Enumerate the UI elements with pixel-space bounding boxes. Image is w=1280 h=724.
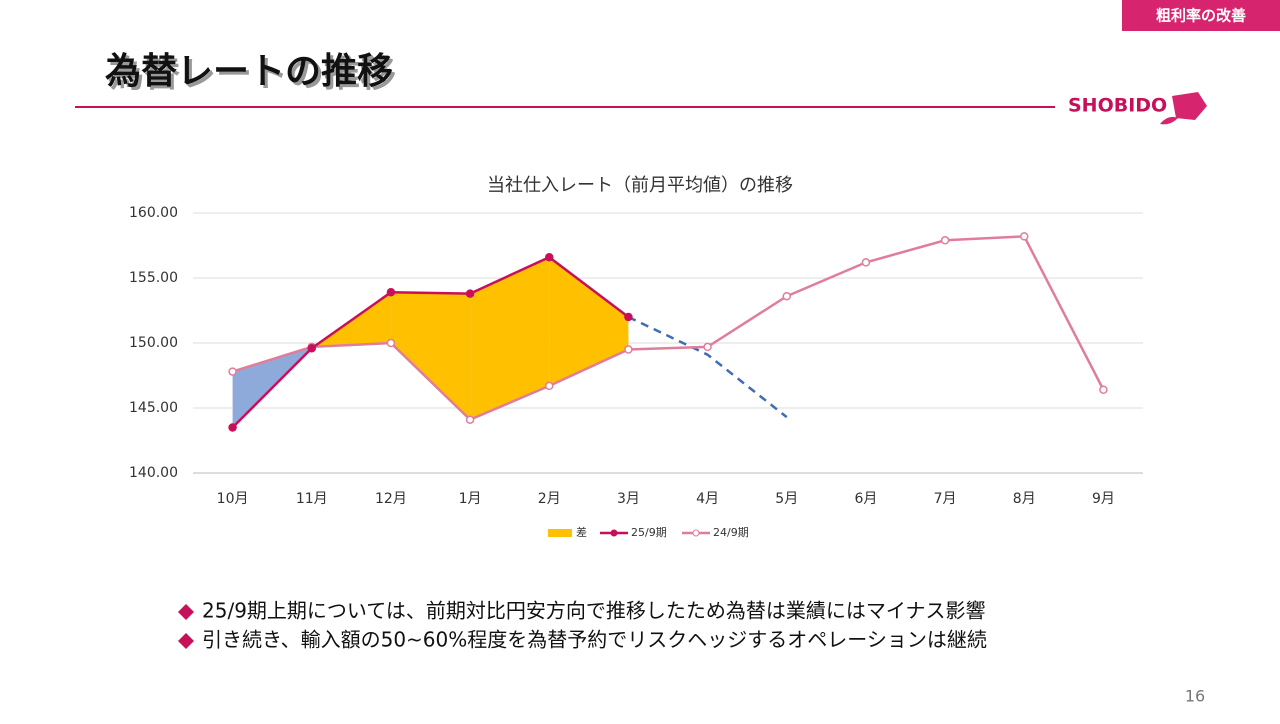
- point: [782, 291, 791, 301]
- point: [545, 252, 554, 262]
- logo-mark: [1172, 92, 1207, 120]
- y-tick-label: 155.00: [129, 270, 178, 286]
- x-tick-label: 2月: [538, 491, 561, 507]
- x-tick-label: 10月: [217, 491, 249, 507]
- x-tick-label: 1月: [459, 491, 482, 507]
- point: [465, 289, 475, 298]
- point: [228, 367, 237, 376]
- x-tick-label: 6月: [854, 491, 877, 507]
- forecast-line: [627, 315, 788, 419]
- page-number: 16: [1185, 687, 1205, 706]
- point: [465, 415, 475, 424]
- x-tick-label: 3月: [617, 491, 640, 507]
- x-tick-label: 5月: [775, 491, 798, 507]
- legend-label: 差: [576, 525, 587, 539]
- series-line: [231, 255, 630, 429]
- legend-label: 24/9期: [713, 526, 749, 539]
- legend-swatch: [548, 529, 572, 537]
- x-tick-label: 4月: [696, 491, 719, 507]
- bullet-mark: [178, 633, 194, 649]
- point: [228, 423, 237, 432]
- point: [940, 236, 950, 245]
- logo-leaf: [1160, 116, 1178, 125]
- point: [861, 258, 871, 267]
- y-tick-label: 140.00: [129, 465, 178, 481]
- tag: 粗利率の改善: [1156, 7, 1246, 25]
- difference-area: [470, 257, 550, 420]
- point: [386, 338, 396, 348]
- x-tick-label: 8月: [1013, 491, 1036, 507]
- point: [545, 381, 554, 391]
- legend-label: 25/9期: [631, 526, 667, 539]
- x-tick-label: 9月: [1092, 491, 1115, 507]
- point: [307, 343, 316, 353]
- x-tick-label: 7月: [934, 491, 957, 507]
- x-tick-label: 11月: [296, 491, 328, 507]
- point: [1099, 385, 1108, 395]
- tag-box: [1122, 0, 1280, 31]
- bullet-mark: [178, 604, 194, 620]
- chart-title: 当社仕入レート（前月平均値）の推移: [487, 175, 793, 196]
- y-tick-label: 145.00: [129, 400, 178, 416]
- series-line: [232, 235, 1105, 422]
- title-shadow: 為替レートの推移: [108, 54, 396, 95]
- title: 為替レートの推移: [105, 51, 393, 92]
- bullet: 引き続き、輸入額の50~60%程度を為替予約でリスクヘッジするオペレーションは継…: [202, 628, 987, 652]
- point: [1020, 232, 1029, 241]
- y-tick-label: 160.00: [129, 205, 178, 221]
- logo: SHOBIDO: [1068, 95, 1167, 117]
- point: [624, 345, 633, 354]
- point: [703, 342, 712, 352]
- difference-area: [549, 257, 629, 386]
- legend-swatch: [692, 529, 700, 537]
- y-tick-label: 150.00: [129, 335, 178, 351]
- bullet: 25/9期上期については、前期対比円安方向で推移したため為替は業績にはマイナス影…: [202, 599, 986, 623]
- point: [386, 288, 396, 297]
- difference-area: [390, 292, 471, 420]
- point: [624, 312, 633, 322]
- legend-swatch: [610, 529, 618, 537]
- x-tick-label: 12月: [375, 491, 407, 507]
